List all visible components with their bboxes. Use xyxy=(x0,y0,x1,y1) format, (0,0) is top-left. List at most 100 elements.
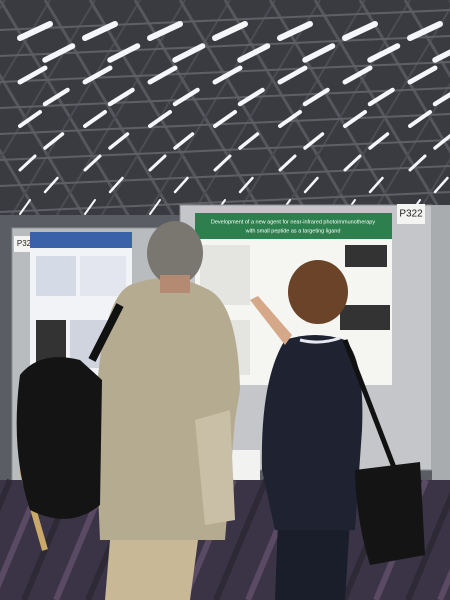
truss-beam xyxy=(0,9,450,31)
woman-head xyxy=(288,260,348,324)
light-bar xyxy=(17,65,48,85)
light-bar xyxy=(368,176,384,194)
light-bar xyxy=(82,65,113,85)
truss-beam xyxy=(404,157,450,236)
poster-figure xyxy=(80,256,126,296)
light-bar xyxy=(303,132,325,150)
truss-beam xyxy=(0,191,450,213)
light-bar xyxy=(172,43,206,63)
backpack xyxy=(16,357,103,519)
man-head xyxy=(147,221,203,285)
poster-subtitle: with small peptide as a targeting ligand xyxy=(245,228,341,234)
lanyard xyxy=(299,336,341,344)
man-neck xyxy=(160,275,190,293)
light-bar xyxy=(237,43,271,63)
truss-beam xyxy=(134,0,276,236)
light-bar xyxy=(368,132,390,150)
bag-strap xyxy=(342,339,398,471)
light-bar xyxy=(42,87,70,107)
truss-beam xyxy=(0,0,51,86)
light-bar xyxy=(148,154,167,172)
light-bar xyxy=(18,110,42,128)
light-bar xyxy=(303,176,319,194)
light-bar xyxy=(238,132,260,150)
board-label-bg xyxy=(397,204,425,224)
light-bar xyxy=(278,154,297,172)
light-bar xyxy=(432,92,450,107)
man-trousers xyxy=(105,540,198,600)
light-bar xyxy=(147,21,183,41)
light-bar xyxy=(343,110,367,128)
board-number: P32 xyxy=(17,239,32,248)
truss-beam xyxy=(0,0,141,236)
light-bar xyxy=(108,132,130,150)
backpack-strap xyxy=(88,303,124,362)
truss-beam xyxy=(0,61,450,83)
poster-board-edge xyxy=(432,205,450,495)
light-bar xyxy=(237,87,265,107)
light-bar xyxy=(278,110,302,128)
man-jacket-fold xyxy=(195,410,235,525)
light-bar xyxy=(212,65,243,85)
truss-beam xyxy=(0,148,52,236)
light-bar xyxy=(407,65,438,85)
light-bar xyxy=(148,110,172,128)
light-bar xyxy=(342,65,373,85)
light-bar xyxy=(173,132,195,150)
light-bar xyxy=(432,49,450,63)
board-number: P322 xyxy=(399,209,423,220)
poster-right-header xyxy=(195,213,392,239)
truss-beam xyxy=(0,87,450,109)
light-bar xyxy=(408,154,427,172)
light-bar xyxy=(342,21,378,41)
light-bar xyxy=(212,21,248,41)
light-bar xyxy=(107,87,135,107)
light-bar xyxy=(302,87,330,107)
light-bar xyxy=(147,65,178,85)
light-bar xyxy=(277,21,313,41)
light-bar xyxy=(83,110,107,128)
light-bar xyxy=(43,132,65,150)
light-bar xyxy=(83,154,102,172)
light-bar xyxy=(19,199,31,215)
truss-beam xyxy=(179,0,321,236)
light-bar xyxy=(408,110,432,128)
light-bar xyxy=(84,199,96,215)
light-bar xyxy=(213,110,237,128)
carpet-stripe xyxy=(213,478,269,600)
shoulder-bag xyxy=(355,462,425,565)
light-bar xyxy=(149,199,161,215)
poster-left-header xyxy=(30,232,132,248)
light-bar xyxy=(213,154,232,172)
carpet-stripe xyxy=(0,478,13,512)
light-bar xyxy=(172,87,200,107)
poster-figure xyxy=(36,256,76,296)
light-bar xyxy=(277,65,308,85)
truss-beam xyxy=(403,0,450,79)
light-bar xyxy=(343,154,362,172)
light-bar xyxy=(302,43,336,63)
light-bar xyxy=(407,21,443,41)
light-bar xyxy=(18,154,37,172)
truss-beam xyxy=(0,165,450,187)
light-bar xyxy=(108,176,124,194)
light-bar xyxy=(42,43,76,63)
board-label-bg xyxy=(14,236,34,252)
light-bar xyxy=(43,176,59,194)
light-bar xyxy=(367,43,401,63)
truss-beam xyxy=(0,35,450,57)
woman-trousers xyxy=(275,520,350,600)
poster-figure xyxy=(340,305,390,330)
truss-beam xyxy=(0,0,96,162)
ceiling-lights xyxy=(17,21,450,215)
poster-title: Development of a new agent for near-infr… xyxy=(211,219,375,225)
woman-shirt xyxy=(261,335,363,530)
light-bar xyxy=(17,21,53,41)
light-bar xyxy=(82,21,118,41)
truss-beam xyxy=(44,0,186,236)
light-bar xyxy=(433,176,449,194)
carpet-stripe xyxy=(437,568,450,600)
poster-figure xyxy=(345,245,387,267)
light-bar xyxy=(238,176,254,194)
